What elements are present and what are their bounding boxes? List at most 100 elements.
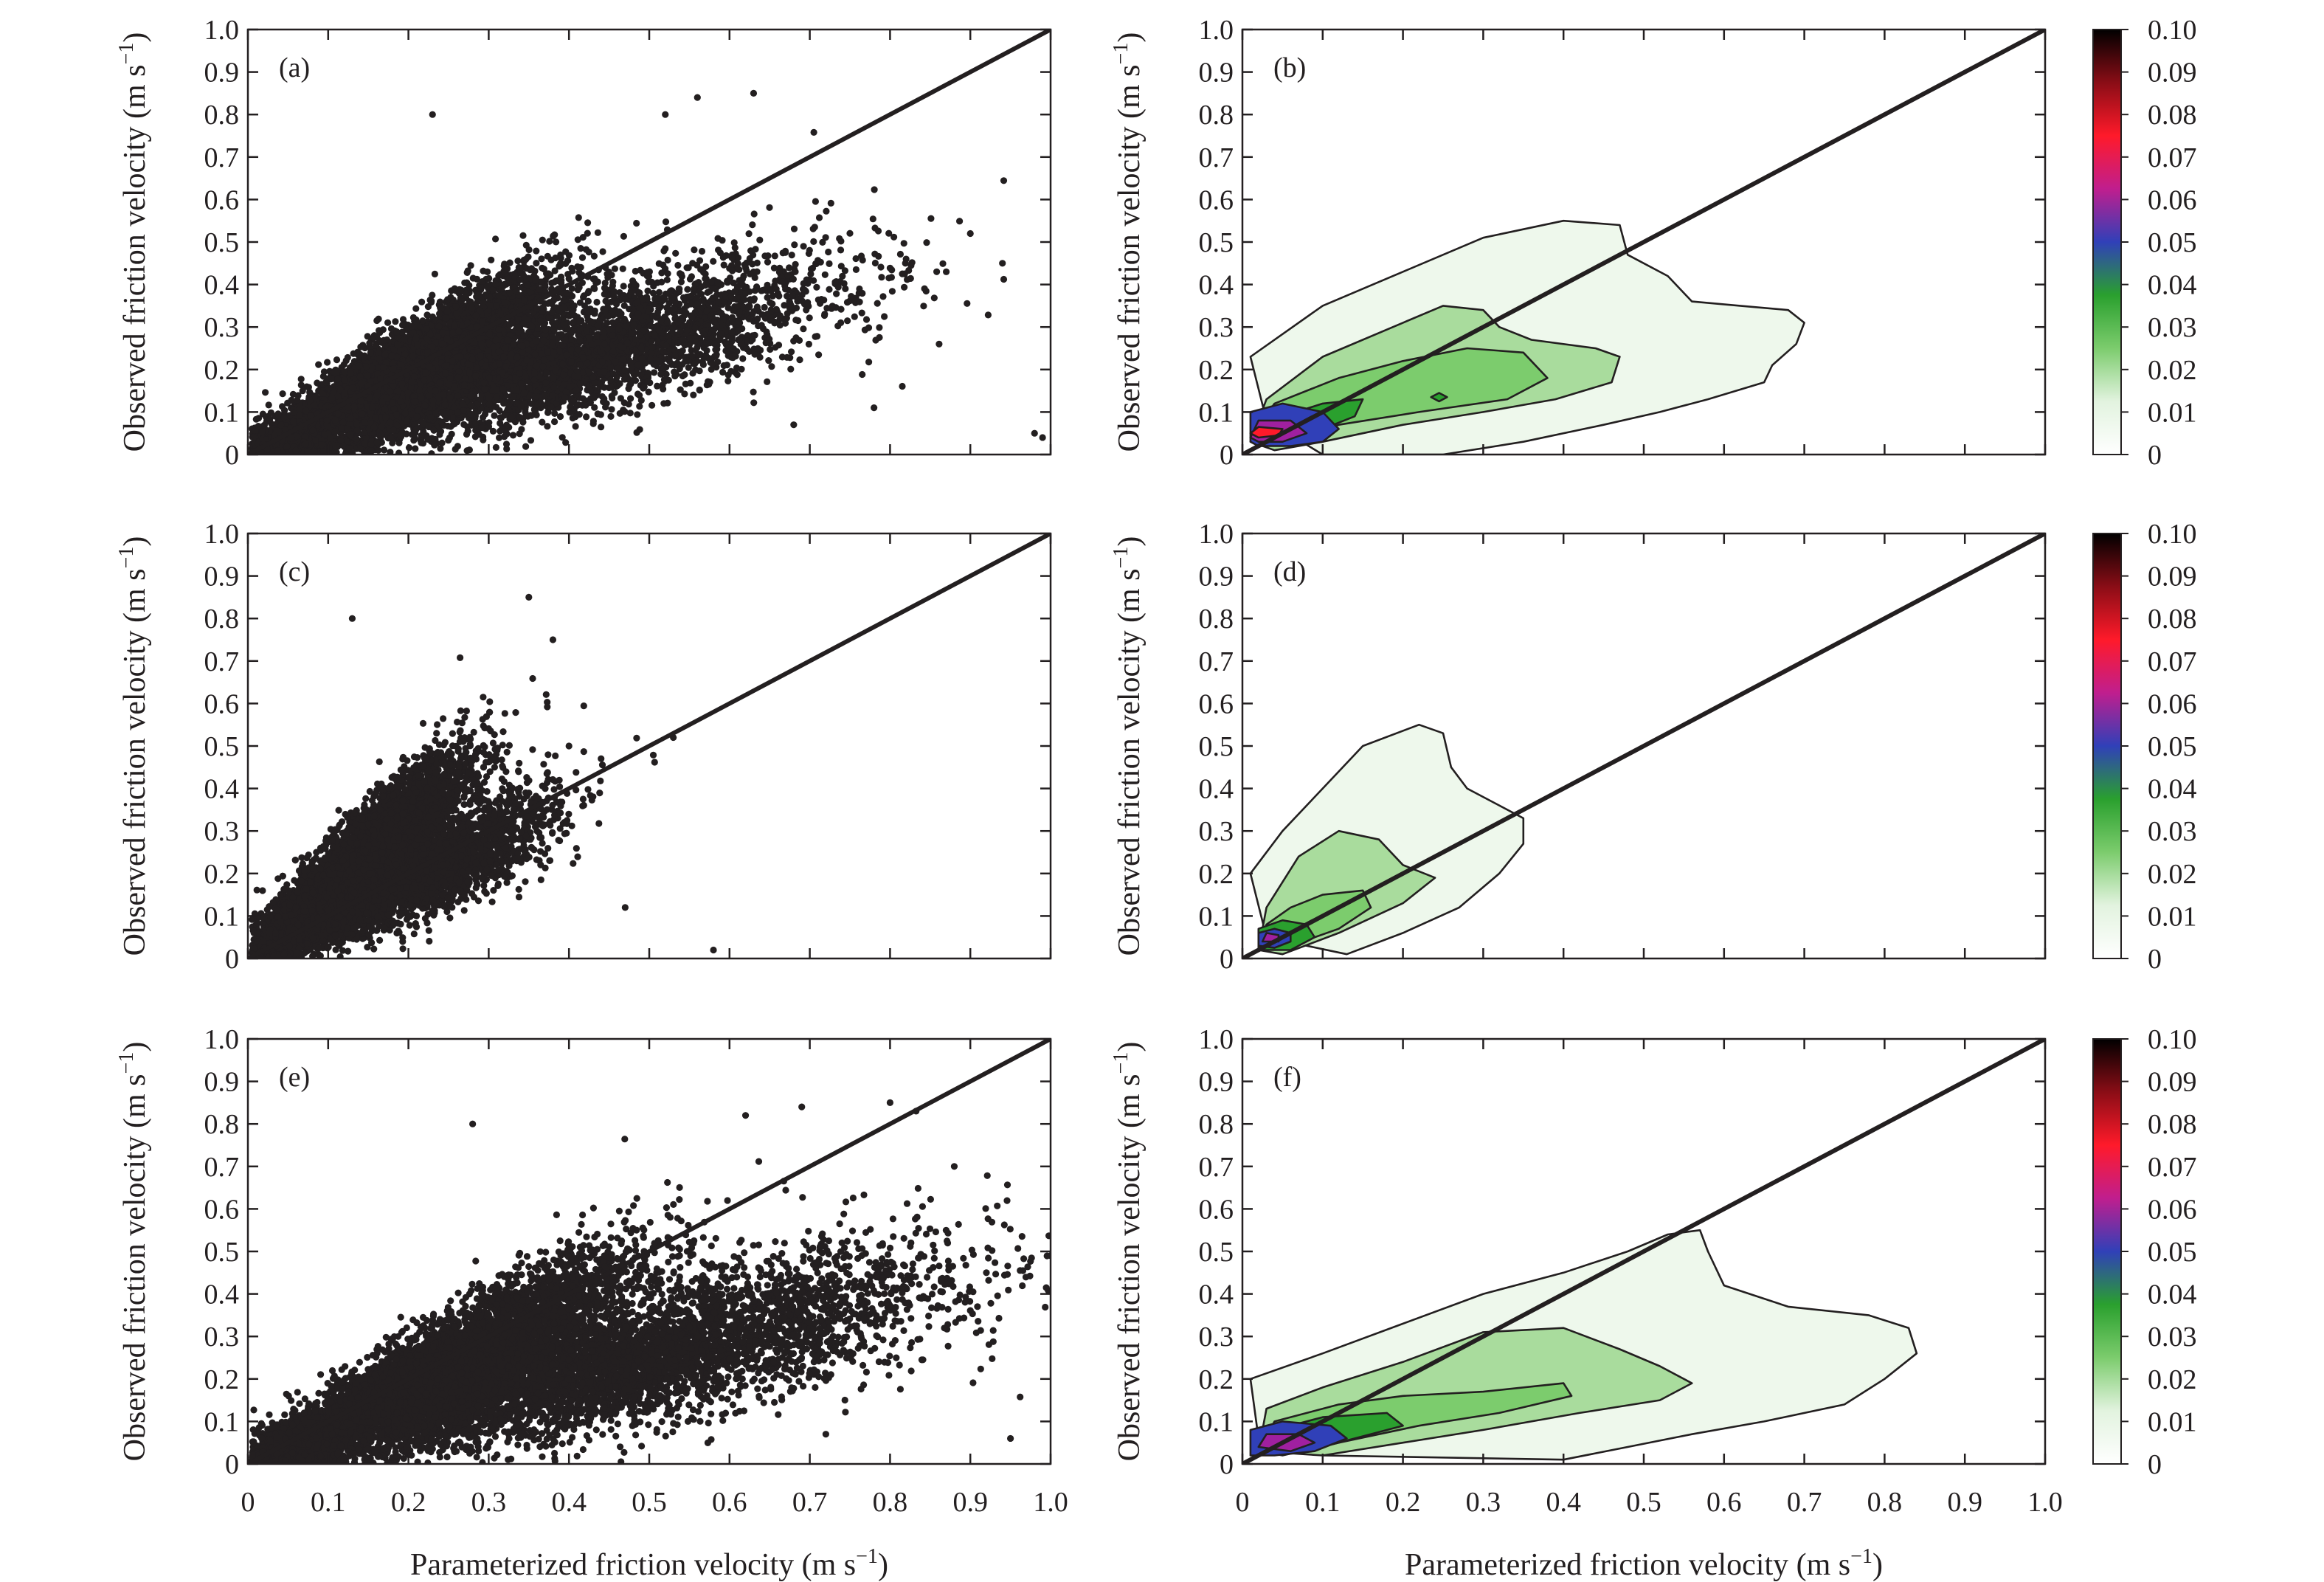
scatter-point: [492, 280, 499, 288]
scatter-point: [570, 302, 578, 309]
scatter-point: [593, 298, 601, 306]
scatter-point: [364, 371, 371, 379]
scatter-point: [408, 322, 415, 331]
scatter-point: [297, 376, 305, 383]
scatter-point: [579, 234, 587, 241]
scatter-point: [252, 415, 260, 423]
scatter-point: [501, 299, 508, 306]
panels: 00.10.20.30.40.50.60.70.80.91.0(a)Observ…: [115, 15, 2197, 1518]
scatter-point: [429, 313, 437, 320]
scatter-point: [557, 260, 564, 267]
scatter-point: [375, 315, 382, 322]
scatter-point: [479, 278, 486, 286]
scatter-point: [467, 262, 474, 269]
scatter-point: [575, 214, 582, 221]
scatter-point: [442, 314, 449, 322]
scatter-point: [443, 308, 452, 315]
scatter-point: [590, 252, 598, 260]
scatter-point: [472, 311, 480, 319]
scatter-point: [418, 298, 426, 305]
scatter-point: [533, 260, 540, 267]
scatter-point: [279, 403, 286, 410]
scatter-point: [514, 258, 522, 265]
scatter-point: [367, 349, 374, 356]
scatter-point: [399, 316, 407, 323]
scatter-point: [318, 390, 325, 397]
scatter-point: [619, 265, 626, 272]
scatter-point: [381, 350, 389, 358]
scatter-point: [564, 257, 572, 264]
scatter-point: [761, 303, 768, 311]
scatter-point: [435, 322, 443, 330]
scatter-point: [557, 255, 564, 262]
scatter-point: [522, 255, 530, 263]
scatter-point: [429, 343, 436, 350]
scatter-point: [662, 218, 670, 226]
scatter-point: [289, 418, 297, 425]
scatter-point: [620, 232, 628, 240]
scatter-point: [577, 245, 584, 252]
scatter-point: [366, 339, 373, 347]
scatter-point: [376, 329, 384, 336]
scatter-point: [341, 368, 348, 376]
scatter-point: [522, 241, 530, 249]
scatter-point: [489, 286, 497, 294]
scatter-point: [546, 238, 553, 245]
scatter-point: [524, 281, 532, 289]
scatter-point: [519, 232, 527, 239]
scatter-point: [540, 266, 547, 273]
scatter-point: [443, 335, 451, 342]
scatter-point: [457, 286, 465, 294]
scatter-point: [463, 319, 471, 327]
scatter-point: [303, 383, 311, 390]
scatter-point: [484, 268, 491, 275]
scatter-point: [453, 310, 460, 317]
scatter-point: [805, 340, 812, 348]
scatter-point: [429, 291, 436, 299]
scatter-point: [568, 285, 575, 292]
scatter-point: [341, 376, 348, 384]
scatter-point: [320, 368, 328, 376]
scatter-point: [412, 305, 420, 312]
scatter-point: [324, 359, 331, 366]
scatter-point: [344, 353, 351, 362]
scatter-point: [428, 297, 435, 305]
scatter-point: [364, 333, 371, 340]
panel-a: 00.10.20.30.40.50.60.70.80.91.0(a)Observ…: [115, 15, 1052, 471]
scatter-point: [423, 325, 430, 333]
scatter-point: [477, 284, 485, 291]
scatter-point: [516, 276, 524, 283]
scatter-point: [464, 267, 471, 274]
scatter-point: [451, 322, 458, 329]
scatter-point: [544, 252, 551, 260]
scatter-point: [488, 256, 495, 263]
scatter-point: [392, 318, 399, 325]
scatter-point: [528, 265, 536, 272]
scatter-point: [297, 381, 305, 389]
scatter-point: [584, 219, 592, 227]
scatter-point: [550, 232, 557, 240]
scatter-point: [379, 364, 387, 371]
scatter-point: [536, 286, 544, 293]
scatter-point: [633, 219, 640, 227]
scatter-point: [492, 235, 499, 243]
scatter-point: [533, 247, 540, 255]
scatter-point: [495, 326, 502, 334]
scatter-point: [594, 229, 602, 236]
scatter-point: [562, 248, 570, 255]
scatter-point: [437, 303, 444, 311]
scatter-point: [426, 331, 434, 338]
scatter-point: [294, 396, 301, 404]
scatter-point: [376, 355, 383, 362]
scatter-point: [532, 277, 539, 284]
scatter-point: [568, 264, 575, 272]
scatter-point: [506, 321, 513, 328]
scatter-point: [350, 350, 357, 357]
scatter-point: [439, 329, 447, 336]
scatter-point: [564, 271, 572, 278]
scatter-point: [372, 342, 379, 349]
scatter-point: [413, 318, 421, 325]
plot-area: [248, 30, 1051, 455]
scatter-point: [384, 319, 392, 326]
